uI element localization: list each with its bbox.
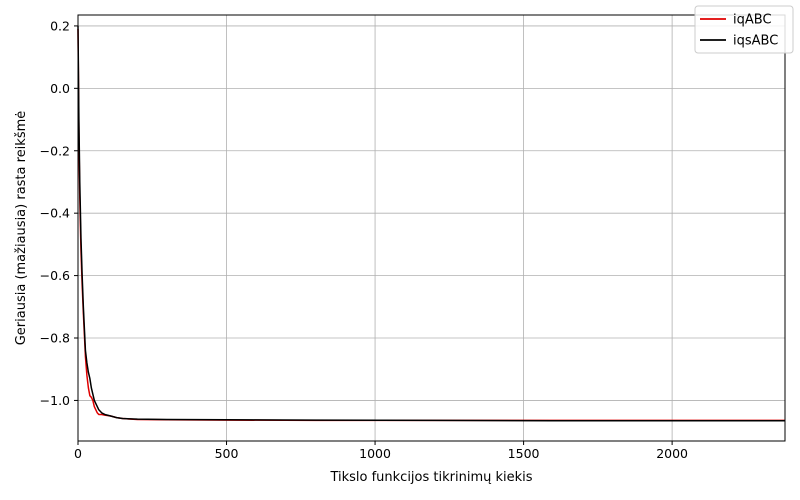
x-axis-label: Tikslo funkcijos tikrinimų kiekis xyxy=(329,470,532,485)
x-tick-label: 500 xyxy=(215,446,239,461)
x-axis-ticks: 0 500 1000 1500 2000 xyxy=(74,441,688,461)
series-lines xyxy=(77,25,785,422)
y-tick-label: −0.2 xyxy=(40,143,70,158)
grid xyxy=(77,15,785,441)
y-tick-label: 0.2 xyxy=(50,18,70,33)
x-tick-label: 1500 xyxy=(508,446,540,461)
y-axis-ticks: 0.2 0.0 −0.2 −0.4 −0.6 −0.8 −1.0 xyxy=(40,18,78,408)
legend-label-iqsABC: iqsABC xyxy=(733,34,778,49)
plot-frame xyxy=(77,14,786,442)
legend-label-iqABC: iqABC xyxy=(733,13,772,28)
x-tick-label: 1000 xyxy=(359,446,391,461)
series-line-iqABC xyxy=(77,29,785,422)
y-tick-label: −1.0 xyxy=(40,393,70,408)
legend: iqABC iqsABC xyxy=(694,5,794,54)
legend-box xyxy=(694,5,794,54)
y-tick-label: −0.4 xyxy=(40,206,70,221)
y-tick-label: −0.6 xyxy=(40,268,70,283)
x-tick-label: 2000 xyxy=(656,446,688,461)
y-tick-label: 0.0 xyxy=(50,81,70,96)
y-tick-label: −0.8 xyxy=(40,331,70,346)
x-tick-label: 0 xyxy=(74,446,82,461)
series-line-iqsABC xyxy=(77,25,785,422)
y-axis-label: Geriausia (mažiausia) rasta reikšmė xyxy=(14,111,29,346)
